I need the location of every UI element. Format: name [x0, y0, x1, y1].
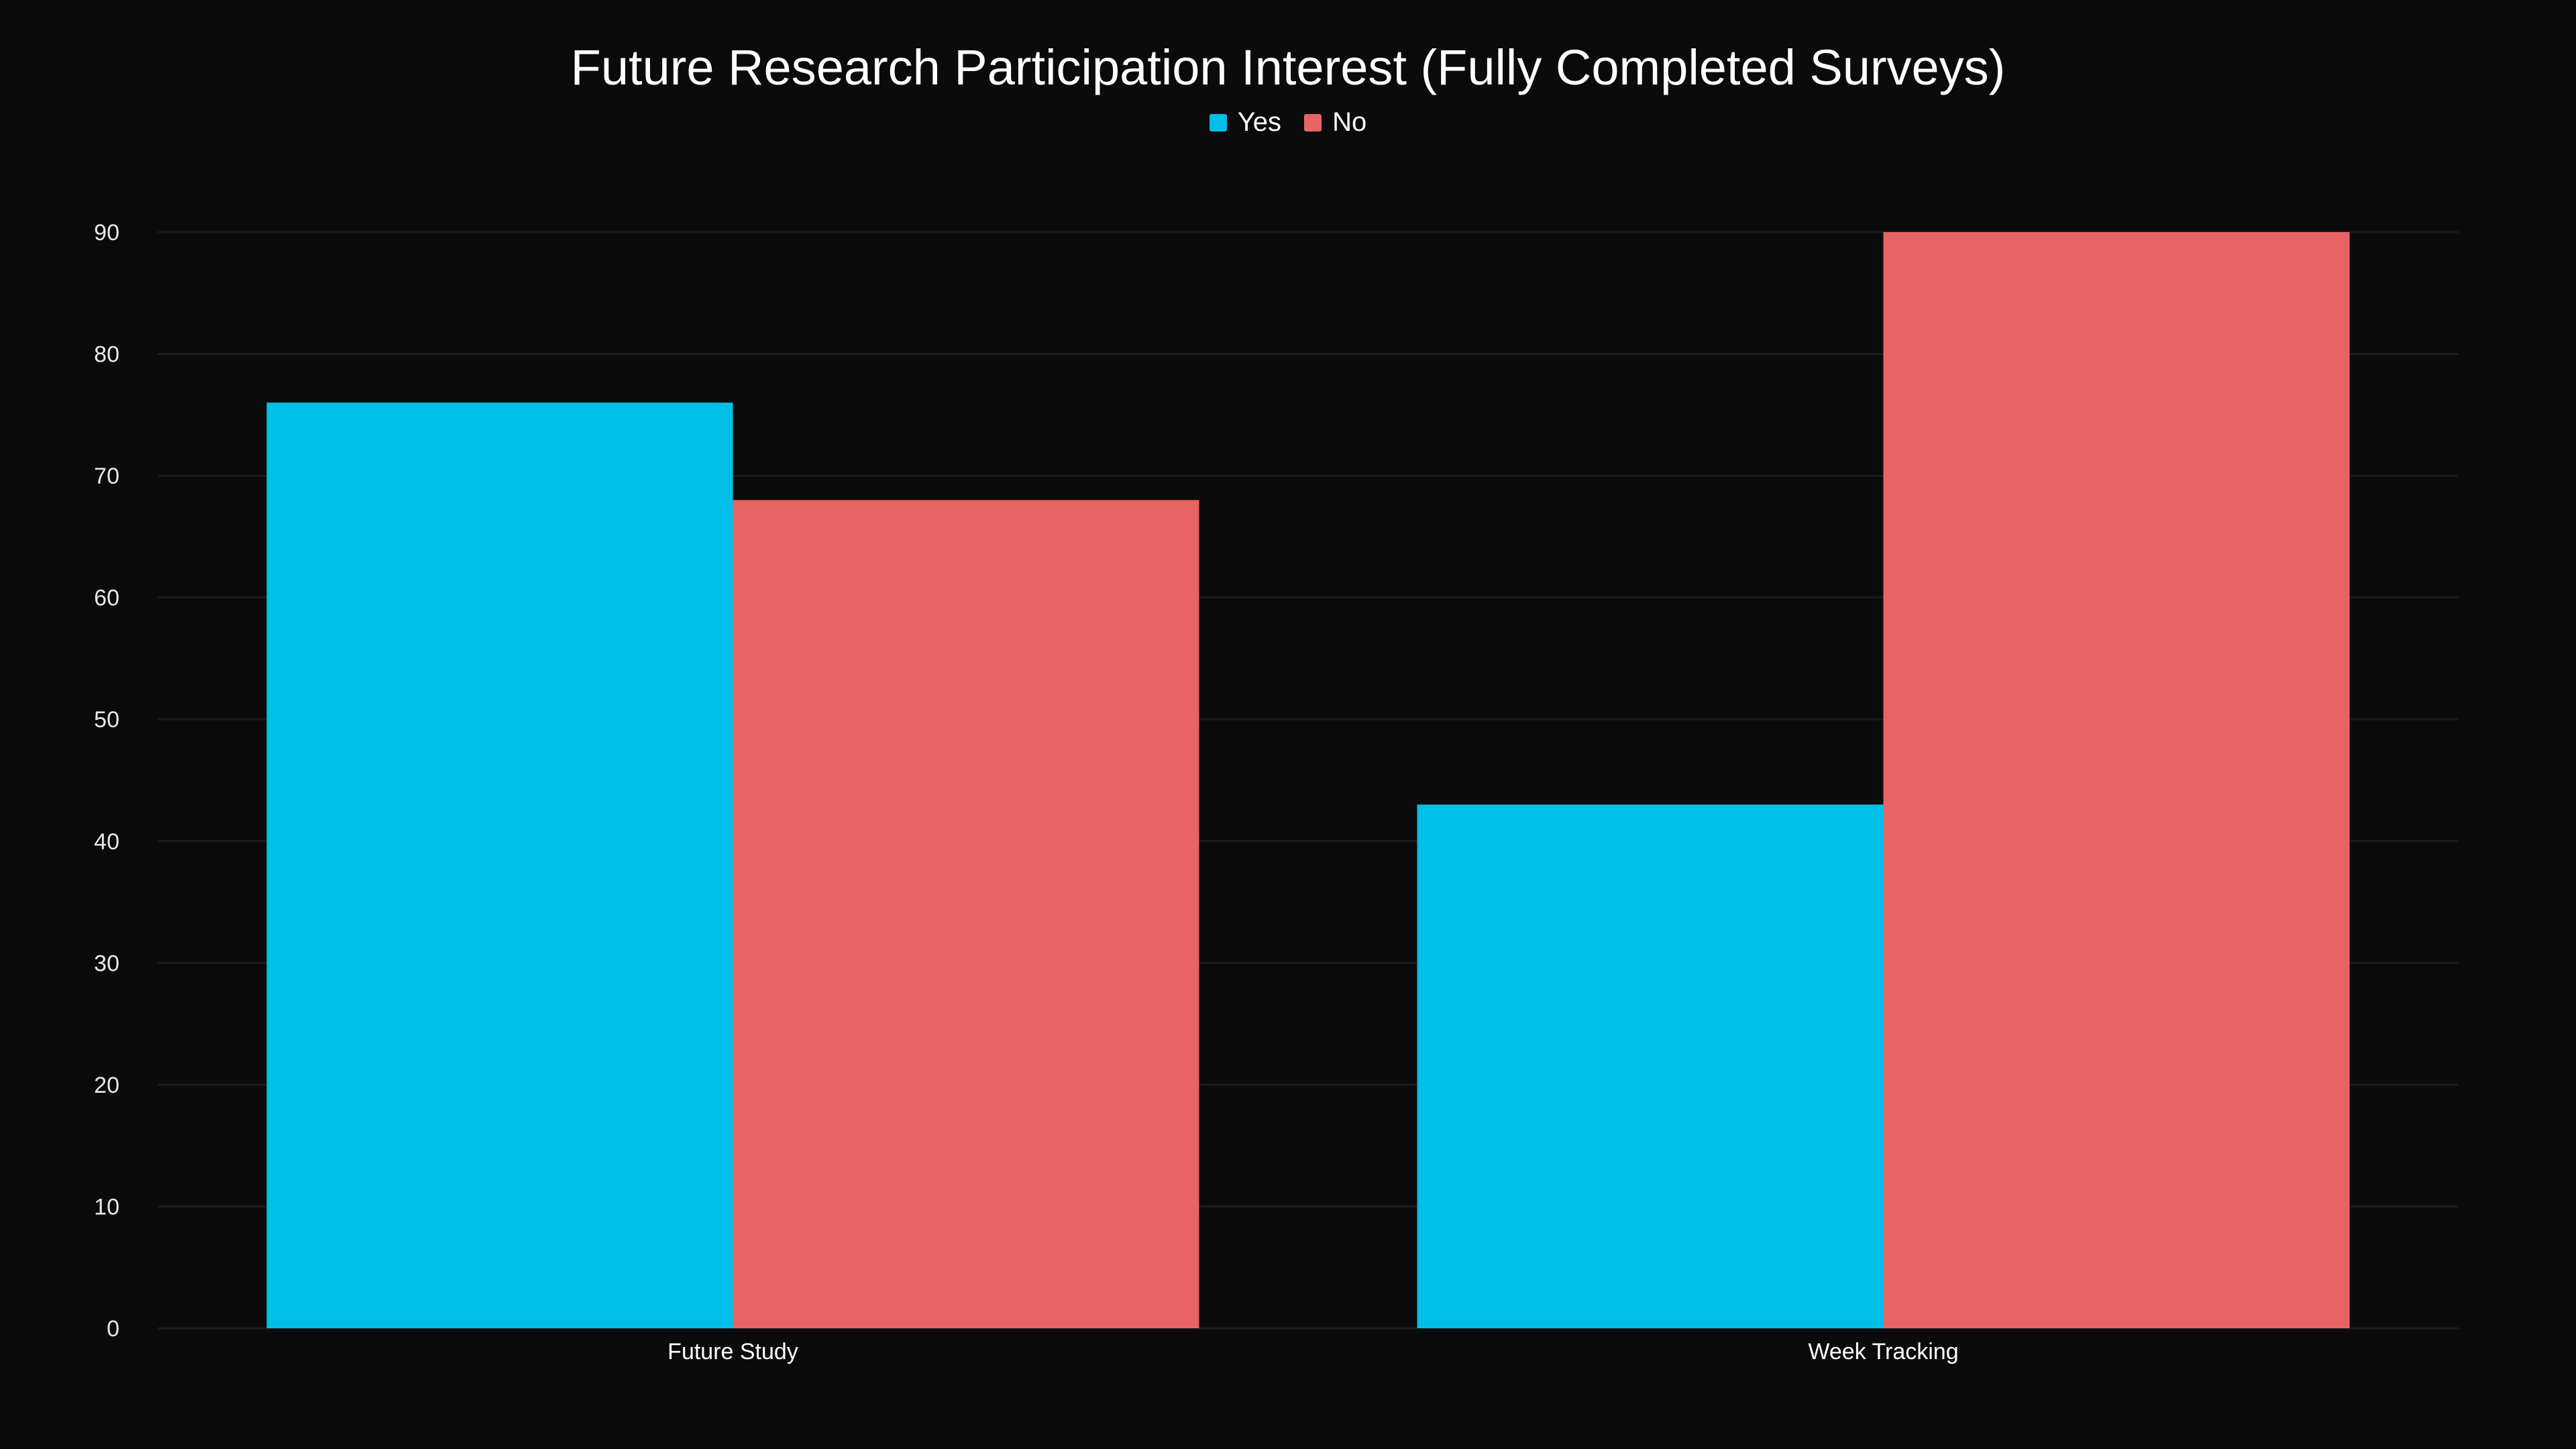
legend: Yes No: [0, 107, 2576, 138]
x-tick-label-week-tracking: Week Tracking: [1808, 1339, 1958, 1364]
bar-no-future-study[interactable]: [733, 500, 1199, 1328]
y-tick-label-80: 80: [94, 342, 119, 368]
chart-title: Future Research Participation Interest (…: [570, 40, 2006, 95]
legend-label-yes: Yes: [1237, 107, 1282, 137]
y-tick-label-60: 60: [94, 586, 119, 611]
bar-yes-week-tracking[interactable]: [1417, 804, 1884, 1328]
bar-no-week-tracking[interactable]: [1883, 232, 2350, 1328]
legend-item-no[interactable]: No: [1304, 107, 1366, 138]
bar-yes-future-study[interactable]: [266, 402, 733, 1329]
legend-swatch-no: [1304, 113, 1322, 131]
y-tick-label-30: 30: [94, 951, 119, 976]
y-tick-label-20: 20: [94, 1073, 119, 1098]
legend-item-yes[interactable]: Yes: [1209, 107, 1282, 138]
y-tick-label-50: 50: [94, 707, 119, 733]
legend-swatch-yes: [1209, 113, 1227, 131]
x-tick-label-future-study: Future Study: [667, 1339, 798, 1364]
legend-label-no: No: [1332, 107, 1367, 137]
y-tick-label-70: 70: [94, 464, 119, 489]
y-tick-label-40: 40: [94, 829, 119, 855]
y-tick-label-90: 90: [94, 220, 119, 246]
y-tick-label-0: 0: [107, 1316, 119, 1342]
y-tick-label-10: 10: [94, 1194, 119, 1220]
